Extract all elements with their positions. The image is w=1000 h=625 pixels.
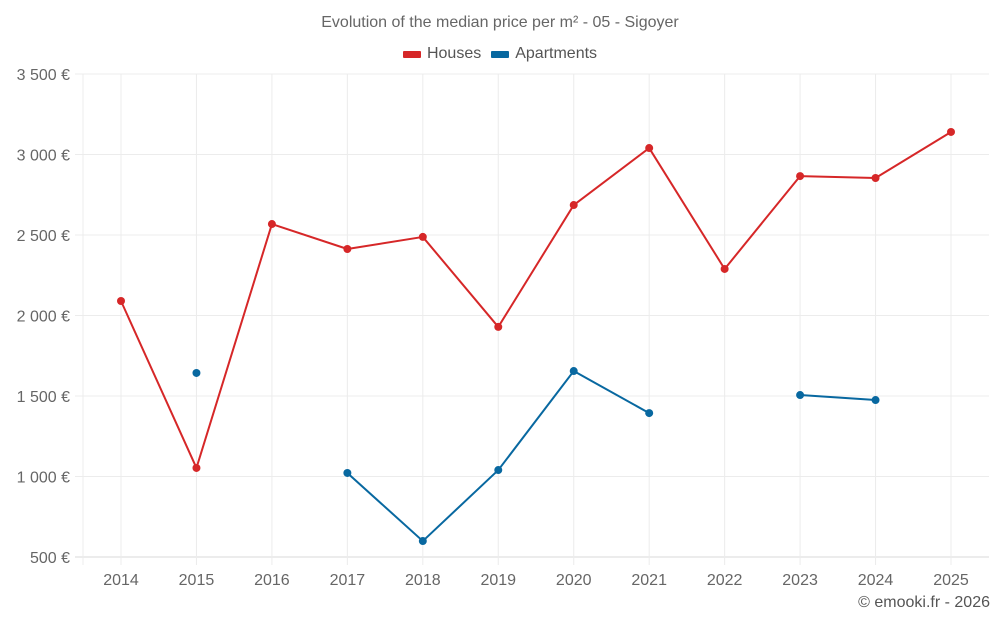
y-tick-label: 3 500 € <box>17 67 70 84</box>
x-tick-label: 2017 <box>330 572 366 589</box>
legend-swatch-houses <box>402 50 421 58</box>
data-point-apartments <box>796 391 805 400</box>
data-point-houses <box>267 220 276 229</box>
data-point-houses <box>494 322 503 331</box>
x-tick-label: 2014 <box>103 572 139 589</box>
data-point-houses <box>117 297 125 306</box>
y-tick-label: 1 000 € <box>17 470 70 487</box>
data-point-houses <box>645 144 654 153</box>
copyright-credit: © emooki.fr - 2026 <box>858 594 990 611</box>
data-point-houses <box>418 232 427 241</box>
legend-swatch-apartments <box>491 50 510 58</box>
y-tick-label: 2 500 € <box>17 228 70 245</box>
series-line-apartments <box>800 394 876 402</box>
data-point-apartments <box>645 409 654 418</box>
data-point-houses <box>947 127 955 136</box>
y-tick-label: 1 500 € <box>17 389 70 406</box>
x-tick-label: 2015 <box>179 572 215 589</box>
chart-title: Evolution of the median price per m² - 0… <box>321 14 679 31</box>
data-point-houses <box>569 201 578 210</box>
x-tick-label: 2023 <box>782 572 818 589</box>
data-point-houses <box>871 174 880 183</box>
data-point-apartments <box>418 537 427 546</box>
data-point-houses <box>192 463 201 472</box>
data-point-houses <box>796 172 805 181</box>
data-point-apartments <box>494 466 503 475</box>
x-tick-label: 2024 <box>858 572 894 589</box>
y-tick-label: 2 000 € <box>17 309 70 326</box>
x-tick-label: 2016 <box>254 572 290 589</box>
legend: Houses Apartments <box>0 45 1000 63</box>
data-point-houses <box>720 264 729 273</box>
series-line-houses <box>120 131 952 469</box>
x-tick-label: 2022 <box>707 572 743 589</box>
data-point-apartments <box>569 367 578 376</box>
y-tick-label: 500 € <box>30 550 70 567</box>
legend-item-houses[interactable]: Houses <box>402 45 482 63</box>
legend-item-apartments[interactable]: Apartments <box>491 45 597 63</box>
data-point-apartments <box>192 368 201 377</box>
x-tick-label: 2025 <box>933 572 969 589</box>
x-tick-label: 2019 <box>480 572 516 589</box>
x-tick-label: 2021 <box>631 572 667 589</box>
data-point-apartments <box>871 396 880 405</box>
x-tick-label: 2018 <box>405 572 441 589</box>
data-point-houses <box>343 245 352 254</box>
legend-label-houses: Houses <box>426 45 482 62</box>
data-point-apartments <box>343 468 352 477</box>
legend-label-apartments: Apartments <box>515 45 598 62</box>
y-tick-label: 3 000 € <box>17 148 70 165</box>
x-tick-label: 2020 <box>556 572 592 589</box>
